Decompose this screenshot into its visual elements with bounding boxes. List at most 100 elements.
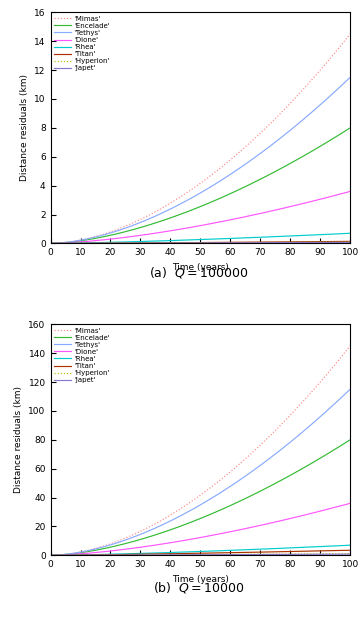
X-axis label: Time (years): Time (years) [172, 263, 229, 272]
'Dione' [225, 529, 229, 536]
'Dione' [274, 206, 278, 213]
Legend: 'Mimas', 'Encelade', 'Tethys', 'Dione', 'Rhea', 'Titan', 'Hyperion', 'Japet': 'Mimas', 'Encelade', 'Tethys', 'Dione', … [53, 326, 111, 384]
'Titan' [248, 239, 253, 246]
'Dione' [184, 225, 188, 232]
'Encelade' [348, 124, 352, 131]
'Tethys' [48, 552, 53, 559]
Line: 'Rhea': 'Rhea' [51, 233, 350, 243]
'Hyperion' [225, 551, 229, 558]
'Mimas' [348, 342, 352, 350]
'Japet' [184, 239, 188, 247]
'Titan' [348, 547, 352, 554]
'Tethys' [125, 536, 130, 543]
'Titan' [101, 551, 106, 558]
'Mimas' [125, 222, 130, 229]
Line: 'Mimas': 'Mimas' [51, 346, 350, 555]
'Tethys' [184, 509, 188, 516]
'Japet' [274, 239, 278, 246]
'Japet' [225, 551, 229, 558]
'Japet' [125, 552, 130, 559]
Line: 'Japet': 'Japet' [51, 554, 350, 555]
'Tethys' [101, 231, 106, 239]
'Tethys' [225, 173, 229, 180]
'Mimas' [48, 552, 53, 559]
'Rhea' [48, 239, 53, 247]
'Rhea' [248, 234, 253, 241]
Legend: 'Mimas', 'Encelade', 'Tethys', 'Dione', 'Rhea', 'Titan', 'Hyperion', 'Japet': 'Mimas', 'Encelade', 'Tethys', 'Dione', … [53, 14, 111, 72]
Text: (a)  $Q = 100000$: (a) $Q = 100000$ [149, 265, 248, 280]
'Dione' [125, 545, 130, 553]
'Rhea' [225, 547, 229, 554]
'Mimas' [225, 471, 229, 478]
Line: 'Dione': 'Dione' [51, 503, 350, 555]
'Dione' [101, 236, 106, 244]
Line: 'Hyperion': 'Hyperion' [51, 242, 350, 243]
'Japet' [101, 552, 106, 559]
'Hyperion' [48, 552, 53, 559]
'Encelade' [101, 545, 106, 552]
'Encelade' [125, 228, 130, 235]
'Rhea' [274, 545, 278, 552]
'Mimas' [248, 138, 253, 146]
'Mimas' [274, 114, 278, 122]
Line: 'Tethys': 'Tethys' [51, 389, 350, 555]
'Encelade' [184, 209, 188, 216]
'Tethys' [348, 386, 352, 393]
'Encelade' [248, 180, 253, 188]
'Mimas' [184, 189, 188, 197]
'Dione' [125, 233, 130, 241]
'Tethys' [125, 223, 130, 231]
'Titan' [248, 549, 253, 556]
'Rhea' [184, 236, 188, 244]
'Tethys' [248, 157, 253, 164]
'Titan' [184, 550, 188, 557]
'Mimas' [348, 30, 352, 38]
'Encelade' [225, 191, 229, 199]
'Encelade' [48, 552, 53, 559]
'Encelade' [184, 520, 188, 528]
Line: 'Encelade': 'Encelade' [51, 128, 350, 243]
'Tethys' [274, 138, 278, 145]
'Titan' [348, 238, 352, 245]
'Tethys' [248, 469, 253, 476]
'Japet' [48, 552, 53, 559]
'Encelade' [125, 539, 130, 547]
Y-axis label: Distance residuals (km): Distance residuals (km) [14, 386, 23, 493]
'Titan' [225, 239, 229, 246]
X-axis label: Time (years): Time (years) [172, 574, 229, 584]
Line: 'Japet': 'Japet' [51, 242, 350, 243]
Line: 'Titan': 'Titan' [51, 241, 350, 243]
Line: 'Mimas': 'Mimas' [51, 34, 350, 243]
'Dione' [225, 217, 229, 224]
'Japet' [48, 239, 53, 247]
Line: 'Dione': 'Dione' [51, 191, 350, 243]
'Dione' [248, 212, 253, 219]
'Encelade' [348, 436, 352, 444]
'Encelade' [48, 239, 53, 247]
'Japet' [125, 239, 130, 247]
'Mimas' [248, 450, 253, 458]
'Dione' [348, 188, 352, 195]
Line: 'Hyperion': 'Hyperion' [51, 553, 350, 555]
'Japet' [274, 551, 278, 558]
'Titan' [125, 551, 130, 558]
'Rhea' [125, 238, 130, 246]
'Tethys' [48, 239, 53, 247]
'Encelade' [225, 503, 229, 511]
'Mimas' [225, 159, 229, 166]
'Japet' [248, 551, 253, 558]
'Hyperion' [184, 239, 188, 247]
'Dione' [48, 552, 53, 559]
'Rhea' [125, 550, 130, 558]
'Hyperion' [248, 239, 253, 246]
Line: 'Titan': 'Titan' [51, 550, 350, 555]
'Dione' [184, 536, 188, 544]
'Dione' [274, 518, 278, 526]
'Titan' [48, 239, 53, 247]
'Japet' [248, 239, 253, 246]
'Japet' [348, 550, 352, 558]
'Encelade' [248, 492, 253, 500]
'Hyperion' [348, 550, 352, 557]
'Tethys' [101, 543, 106, 550]
'Titan' [184, 239, 188, 246]
